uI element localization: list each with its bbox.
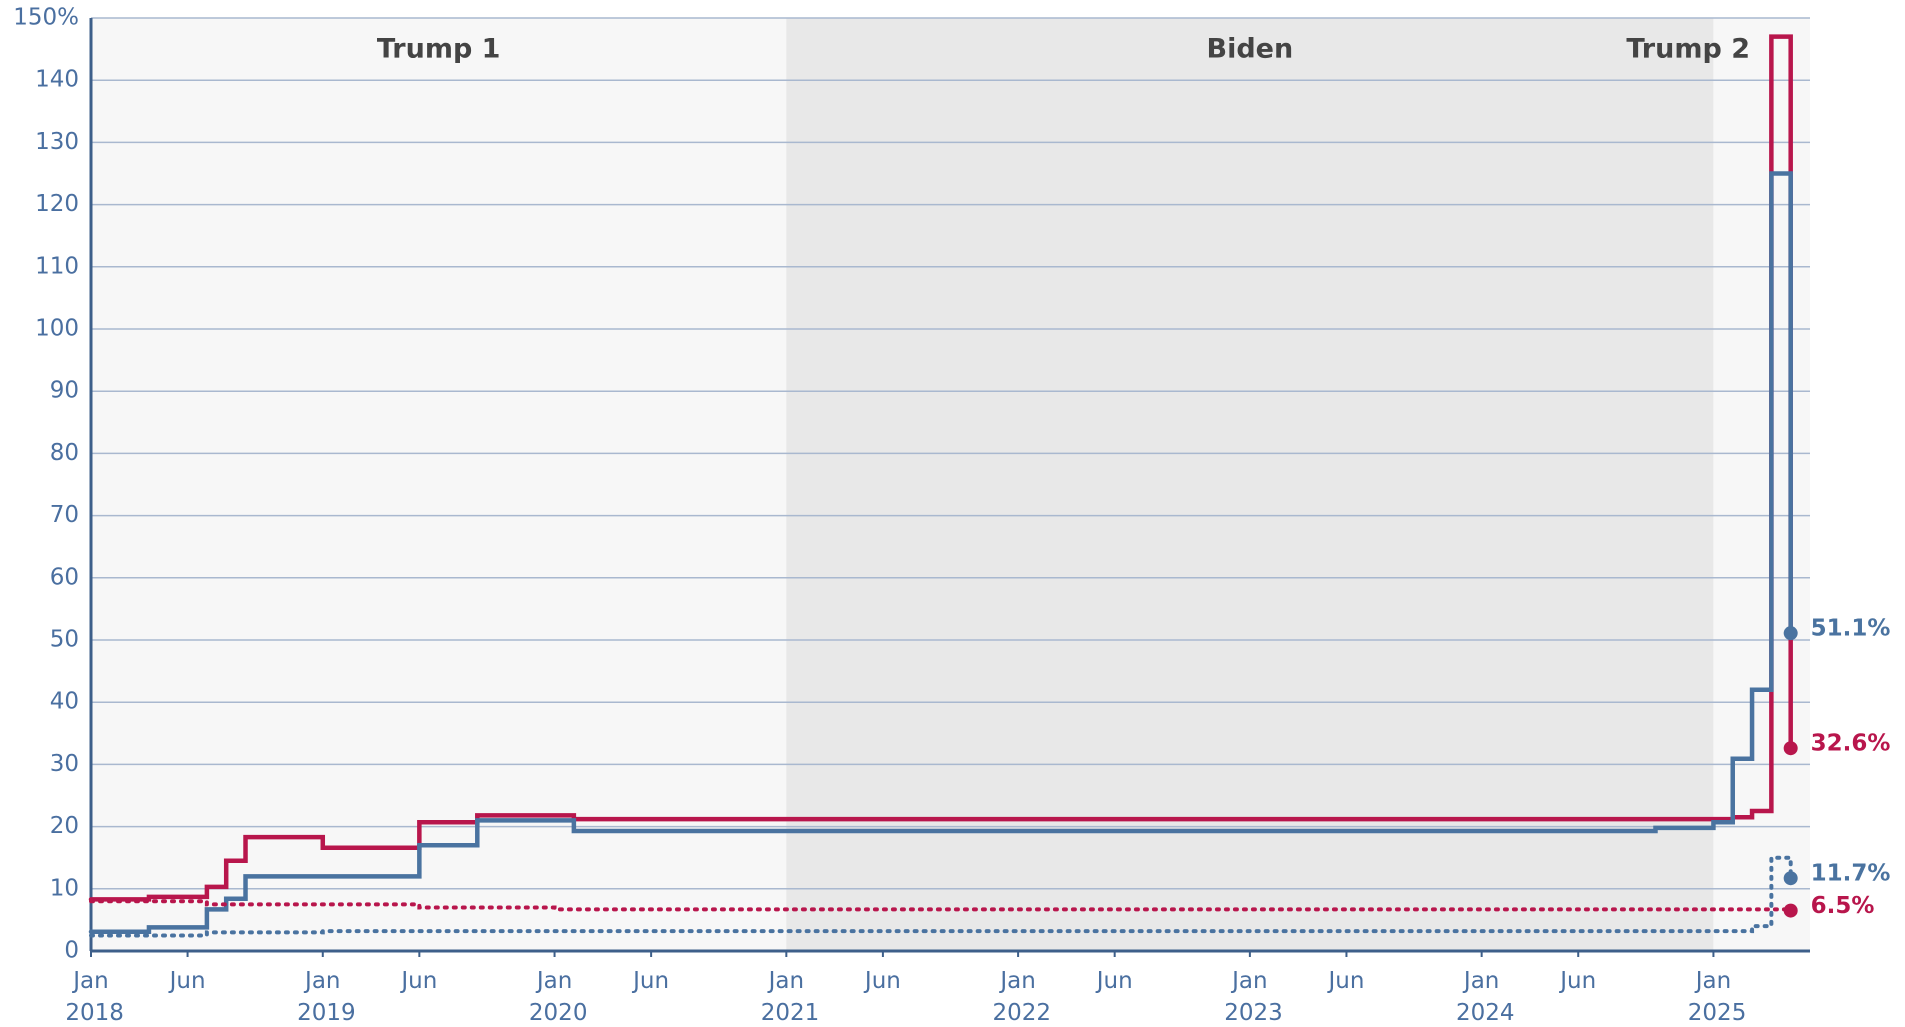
end-dot	[1783, 626, 1798, 641]
y-tick-label: 40	[50, 689, 79, 715]
series-line	[89, 855, 1793, 938]
x-tick-label: Jan 2020	[522, 968, 588, 1026]
period-band	[786, 18, 1714, 951]
x-tick-label: Jun	[1558, 968, 1596, 994]
end-dot	[1783, 871, 1798, 886]
y-tick-label: 100	[35, 316, 79, 342]
x-tick-label: Jun	[631, 968, 669, 994]
x-tick-label: Jan 2024	[1449, 968, 1515, 1026]
y-tick-label: 0	[64, 938, 79, 964]
x-tick-label-line: Jun	[1326, 968, 1364, 994]
x-tick-label-line: Jan	[303, 968, 340, 994]
x-tick-label-line: Jun	[399, 968, 437, 994]
x-tick-label-line: Jan	[1694, 968, 1731, 994]
y-tick-label: 150%	[13, 5, 79, 31]
y-tick-label: 120	[35, 191, 79, 217]
x-tick-label: Jun	[1095, 968, 1133, 994]
x-tick-label: Jan 2019	[290, 968, 356, 1026]
x-tick-label-line: Jan	[1230, 968, 1267, 994]
y-tick-label: 70	[50, 502, 79, 528]
x-tick-label-line: Jan	[71, 968, 108, 994]
x-tick-label-line: Jun	[1095, 968, 1133, 994]
period-label: Trump 1	[377, 34, 501, 65]
x-tick-label-line: 2025	[1680, 1000, 1746, 1026]
series-line	[88, 171, 1793, 934]
x-tick-label-line: Jun	[863, 968, 901, 994]
y-tick-label: 60	[50, 564, 79, 590]
y-tick-label: 90	[50, 378, 79, 404]
x-tick-label-line: 2018	[58, 1000, 124, 1026]
x-tick-label-line: Jan	[1462, 968, 1499, 994]
end-dot	[1783, 741, 1798, 756]
end-label: 32.6%	[1811, 731, 1891, 757]
end-label: 51.1%	[1811, 616, 1891, 642]
y-tick-label: 50	[50, 627, 79, 653]
y-tick-label: 10	[50, 875, 79, 901]
series-line	[88, 34, 1793, 902]
period-label: Biden	[1207, 34, 1294, 65]
x-tick-label-line: 2024	[1449, 1000, 1515, 1026]
y-tick-label: 110	[35, 253, 79, 279]
x-tick-label-line: 2019	[290, 1000, 356, 1026]
end-dot	[1783, 903, 1798, 918]
x-tick-label-line: 2022	[985, 1000, 1051, 1026]
y-tick-label: 30	[50, 751, 79, 777]
y-tick-label: 80	[50, 440, 79, 466]
y-tick-label: 20	[50, 813, 79, 839]
x-tick-label: Jun	[399, 968, 437, 994]
end-label: 11.7%	[1811, 861, 1891, 887]
x-tick-label: Jan 2021	[753, 968, 819, 1026]
period-band	[91, 18, 787, 951]
x-tick-label-line: Jun	[1558, 968, 1596, 994]
end-label: 6.5%	[1811, 893, 1875, 919]
x-tick-label: Jun	[1326, 968, 1364, 994]
x-tick-label-line: Jan	[767, 968, 804, 994]
x-tick-label: Jan 2018	[58, 968, 124, 1026]
x-tick-label: Jun	[168, 968, 206, 994]
x-tick-label-line: 2020	[522, 1000, 588, 1026]
series-line	[89, 899, 1793, 913]
y-tick-label: 140	[35, 67, 79, 93]
period-band	[1713, 18, 1810, 951]
period-label: Trump 2	[1626, 34, 1750, 65]
x-tick-label-line: 2021	[753, 1000, 819, 1026]
x-tick-label: Jan 2023	[1217, 968, 1283, 1026]
x-tick-label: Jun	[863, 968, 901, 994]
x-tick-label-line: 2023	[1217, 1000, 1283, 1026]
x-tick-label-line: Jan	[535, 968, 572, 994]
x-tick-label-line: Jun	[168, 968, 206, 994]
y-tick-label: 130	[35, 129, 79, 155]
x-tick-label-line: Jan	[998, 968, 1035, 994]
x-tick-label-line: Jun	[631, 968, 669, 994]
x-tick-label: Jan 2025	[1680, 968, 1746, 1026]
x-tick-label: Jan 2022	[985, 968, 1051, 1026]
